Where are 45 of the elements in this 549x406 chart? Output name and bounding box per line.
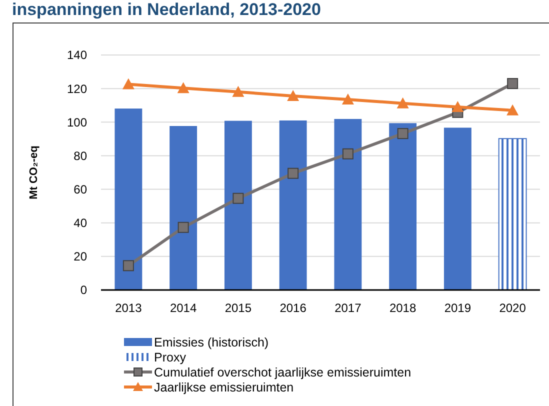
point <box>288 168 299 179</box>
bar <box>279 120 307 290</box>
point <box>342 93 354 104</box>
bar <box>334 118 362 290</box>
y-tick-label: 0 <box>80 283 88 298</box>
legend-label: Cumulatief overschot jaarlijkse emissieruimten <box>154 365 412 380</box>
bar <box>224 120 252 290</box>
x-tick-label: 2015 <box>224 301 252 315</box>
x-tick-label: 2013 <box>115 301 142 315</box>
bar <box>444 128 472 290</box>
y-tick-label: 140 <box>66 48 88 62</box>
bar <box>114 108 142 290</box>
bar <box>389 123 417 290</box>
point <box>506 104 519 116</box>
point <box>342 148 354 160</box>
point <box>232 86 244 97</box>
point <box>232 192 244 204</box>
y-tick-label: 40 <box>74 216 88 230</box>
point <box>177 82 190 94</box>
bar <box>170 126 198 290</box>
point <box>452 101 464 112</box>
bar <box>498 138 527 290</box>
chart-title: inspanningen in Nederland, 2013-2020 <box>12 0 321 19</box>
point <box>178 222 189 233</box>
x-tick-label: 2016 <box>280 301 307 315</box>
x-tick-label: 2019 <box>444 301 472 315</box>
x-tick-label: 2020 <box>499 301 526 315</box>
y-axis-title: Mt CO₂-eq <box>28 146 40 200</box>
point <box>122 260 134 272</box>
point <box>122 78 134 90</box>
y-tick-label: 100 <box>66 115 88 130</box>
y-tick-label: 120 <box>66 82 88 96</box>
point <box>287 90 300 101</box>
x-tick-label: 2017 <box>334 301 362 315</box>
point <box>507 78 518 90</box>
x-tick-label: 2018 <box>389 301 416 315</box>
y-tick-label: 80 <box>74 148 88 163</box>
legend-label: Proxy <box>154 350 187 364</box>
y-tick-label: 60 <box>74 182 88 196</box>
legend-label: Jaarlijkse emissieruimten <box>154 380 294 394</box>
point <box>396 97 409 108</box>
legend-label: Emissies (historisch) <box>154 335 269 350</box>
x-tick-label: 2014 <box>170 301 197 315</box>
point <box>397 128 408 140</box>
y-tick-label: 20 <box>74 250 88 264</box>
